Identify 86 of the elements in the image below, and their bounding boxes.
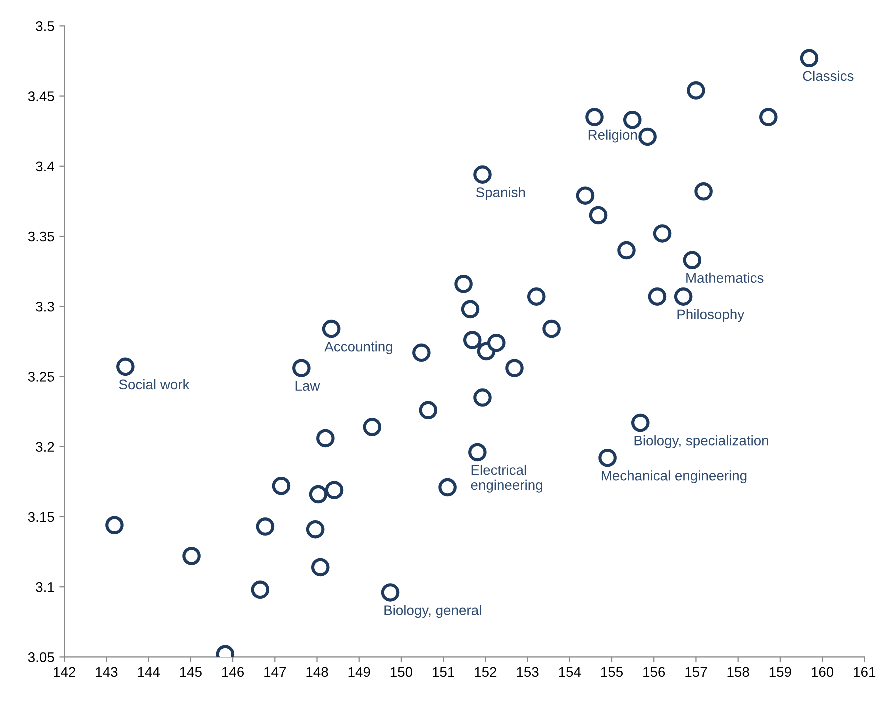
- y-tick-label: 3.2: [36, 442, 54, 452]
- x-tick-label: 157: [686, 667, 708, 678]
- y-tick-label: 3.1: [36, 582, 54, 592]
- x-tick-label: 142: [54, 667, 76, 677]
- x-tick-label: 144: [138, 667, 160, 677]
- point: [106, 516, 124, 535]
- point: [116, 358, 135, 376]
- point: [586, 108, 604, 126]
- y-tick-label: 3.05: [28, 652, 54, 662]
- point: [638, 128, 657, 146]
- annotation: Religion: [588, 130, 638, 143]
- point: [438, 478, 457, 497]
- point: [474, 166, 492, 184]
- x-tick-label: 143: [96, 667, 118, 678]
- point: [468, 443, 487, 462]
- point: [598, 448, 617, 468]
- x-tick-label: 150: [390, 667, 413, 678]
- x-tick-label: 147: [264, 667, 286, 677]
- point: [653, 224, 672, 243]
- x-tick-label: 153: [517, 667, 539, 678]
- annotation: Law: [296, 381, 320, 392]
- annotation: Mechanical engineering: [602, 470, 747, 484]
- x-tick-label: 159: [770, 667, 792, 678]
- point: [251, 580, 270, 600]
- y-tick-label: 3.15: [28, 512, 54, 522]
- point: [542, 320, 561, 338]
- point: [316, 429, 335, 448]
- annotation: Spanish: [476, 187, 526, 200]
- point: [631, 414, 650, 432]
- point: [487, 334, 506, 352]
- point: [454, 275, 473, 294]
- annotation: Mathematics: [686, 272, 764, 284]
- point: [694, 182, 713, 201]
- x-tick-label: 151: [433, 667, 454, 678]
- point: [292, 359, 311, 378]
- point: [687, 82, 706, 100]
- point: [419, 401, 438, 420]
- annotation: Classics: [803, 70, 854, 82]
- y-tick-label: 3.4: [36, 162, 54, 172]
- annotation: Biology, specialization: [634, 436, 768, 448]
- point: [576, 186, 595, 205]
- point: [325, 481, 344, 500]
- point: [683, 251, 702, 270]
- y-tick-label: 3.45: [28, 92, 54, 102]
- point: [506, 359, 524, 378]
- point: [474, 388, 492, 407]
- annotation: Biology, general: [384, 605, 482, 618]
- point: [309, 485, 328, 504]
- x-tick-label: 152: [475, 667, 497, 678]
- annotation: Philosophy: [678, 309, 745, 322]
- annotation: Social work: [119, 379, 190, 390]
- point: [311, 558, 330, 577]
- point: [589, 206, 608, 225]
- x-tick-label: 145: [180, 667, 202, 678]
- point: [363, 418, 382, 436]
- point: [527, 288, 546, 306]
- point: [272, 476, 291, 496]
- point: [463, 331, 482, 350]
- y-tick-label: 3.3: [36, 302, 54, 312]
- x-tick-label: 149: [348, 667, 370, 678]
- y-tick-label: 3.35: [28, 232, 54, 242]
- x-tick-label: 160: [812, 667, 834, 678]
- point: [461, 300, 480, 319]
- y-tick-label: 3.25: [28, 372, 54, 382]
- x-tick-label: 155: [601, 667, 624, 678]
- x-tick-label: 156: [644, 667, 666, 678]
- point: [306, 520, 325, 539]
- point: [623, 110, 642, 130]
- point: [648, 288, 667, 306]
- annotation: Accounting: [324, 342, 392, 355]
- annotation: Electrical engineering: [471, 464, 542, 493]
- point: [800, 49, 819, 68]
- x-tick-label: 146: [222, 667, 244, 678]
- point: [322, 320, 341, 338]
- point: [618, 241, 636, 260]
- y-tick-label: 3.5: [36, 22, 54, 32]
- point: [760, 108, 778, 126]
- point: [674, 288, 693, 306]
- x-tick-label: 158: [728, 667, 750, 678]
- x-tick-label: 161: [854, 667, 876, 678]
- point: [256, 518, 275, 536]
- point: [182, 547, 201, 566]
- x-tick-label: 154: [559, 667, 582, 678]
- point: [412, 344, 431, 362]
- x-tick-label: 148: [306, 667, 328, 678]
- point: [381, 584, 400, 602]
